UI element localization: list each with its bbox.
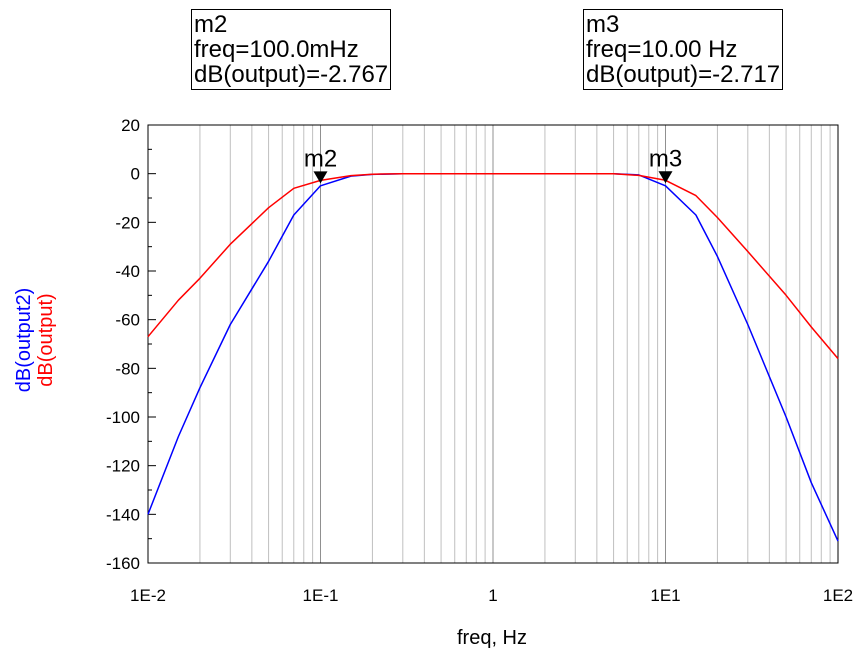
x-axis-label: freq, Hz	[457, 627, 527, 649]
marker-m3-freq: freq=10.00 Hz	[586, 36, 738, 63]
y-tick-label: -160	[106, 554, 140, 573]
series-line-dboutput	[147, 172, 839, 360]
y-tick-label: -140	[106, 505, 140, 524]
marker-m3-label: m3	[649, 145, 682, 172]
y-tick-label: -80	[115, 359, 140, 378]
marker-m2-name: m2	[194, 11, 228, 38]
y-tick-label: -120	[106, 457, 140, 476]
series-lines	[147, 172, 839, 542]
y-tick-label: -20	[115, 213, 140, 232]
x-tick-label: 1	[488, 586, 497, 605]
marker-m2-triangle	[313, 171, 328, 184]
y-axis-labels: dB(output2) dB(output)	[13, 288, 57, 393]
marker-m3-readout: m3 freq=10.00 Hz dB(output)=-2.717	[583, 9, 784, 90]
y-tick-label: 20	[121, 116, 140, 135]
grid-lines	[147, 125, 839, 563]
x-tick-label: 1E-2	[130, 586, 166, 605]
marker-m2-freq: freq=100.0mHz	[194, 36, 359, 63]
marker-annotations: m2 m3	[304, 145, 682, 184]
marker-m3-value: dB(output)=-2.717	[586, 61, 781, 88]
y-tick-label: -40	[115, 262, 140, 281]
x-tick-label: 1E-1	[303, 586, 339, 605]
marker-m3-name: m3	[586, 11, 620, 38]
marker-m2-label: m2	[304, 145, 337, 172]
y-axis-label-output2: dB(output2)	[13, 288, 35, 393]
x-axis: 1E-2 1E-1 1 1E1 1E2	[130, 586, 853, 605]
y-axis-label-output: dB(output)	[35, 293, 57, 386]
marker-m2-readout: m2 freq=100.0mHz dB(output)=-2.767	[191, 9, 392, 90]
y-tick-label: -100	[106, 408, 140, 427]
y-axis: 20 0 -20 -40 -60 -80 -100 -120 -140 -160	[106, 116, 156, 573]
y-tick-label: 0	[131, 165, 140, 184]
x-tick-label: 1E1	[650, 586, 680, 605]
y-tick-label: -60	[115, 311, 140, 330]
marker-m2-value: dB(output)=-2.767	[194, 61, 389, 88]
marker-m3-triangle	[658, 171, 673, 184]
x-tick-label: 1E2	[823, 586, 853, 605]
